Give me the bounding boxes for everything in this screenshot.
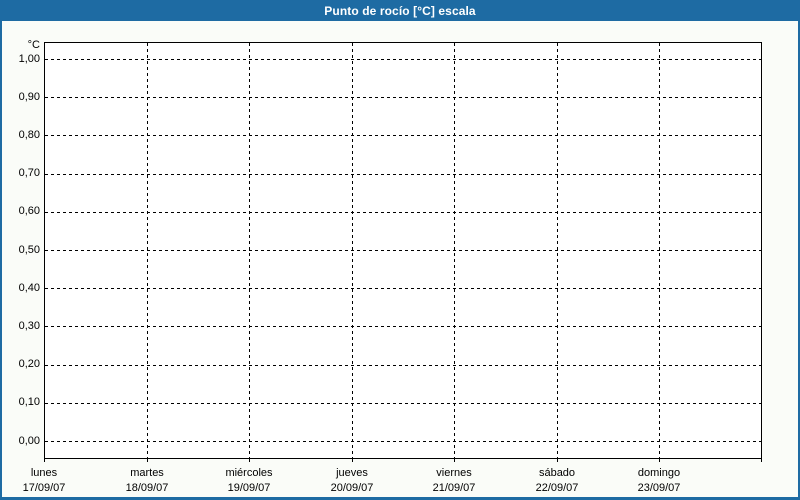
h-gridline bbox=[45, 212, 761, 213]
h-gridline bbox=[45, 288, 761, 289]
x-axis-tick bbox=[44, 458, 45, 462]
x-axis-tick bbox=[761, 458, 762, 462]
window-title: Punto de rocío [°C] escala bbox=[324, 3, 476, 18]
y-axis-unit-label: °C bbox=[27, 39, 40, 51]
y-tick-label: 0,10 bbox=[18, 396, 40, 408]
h-gridline bbox=[45, 403, 761, 404]
v-gridline bbox=[352, 43, 353, 458]
x-tick-date-label: 21/09/07 bbox=[432, 482, 476, 494]
h-gridline bbox=[45, 250, 761, 251]
y-tick-label: 1,00 bbox=[18, 53, 40, 65]
y-tick-label: 0,00 bbox=[18, 435, 40, 447]
y-tick-label: 0,30 bbox=[18, 320, 40, 332]
h-gridline bbox=[45, 97, 761, 98]
x-axis-tick bbox=[659, 458, 660, 462]
x-tick-date-label: 20/09/07 bbox=[330, 482, 374, 494]
v-gridline bbox=[454, 43, 455, 458]
y-tick-label: 0,80 bbox=[18, 129, 40, 141]
x-tick-date-label: 18/09/07 bbox=[125, 482, 169, 494]
x-axis-tick bbox=[454, 458, 455, 462]
x-tick-day-label: miércoles bbox=[225, 467, 273, 479]
y-tick-label: 0,20 bbox=[18, 358, 40, 370]
v-gridline bbox=[249, 43, 250, 458]
v-gridline bbox=[147, 43, 148, 458]
y-tick-label: 0,40 bbox=[18, 282, 40, 294]
h-gridline bbox=[45, 441, 761, 442]
x-axis-tick bbox=[249, 458, 250, 462]
h-gridline bbox=[45, 135, 761, 136]
x-tick-day-label: viernes bbox=[436, 467, 472, 479]
x-tick-date-label: 23/09/07 bbox=[637, 482, 681, 494]
y-tick-label: 0,70 bbox=[18, 167, 40, 179]
x-tick-date-label: 22/09/07 bbox=[535, 482, 579, 494]
x-tick-day-label: lunes bbox=[30, 467, 58, 479]
x-axis-tick bbox=[147, 458, 148, 462]
title-bar: Punto de rocío [°C] escala bbox=[2, 0, 798, 21]
x-tick-day-label: sábado bbox=[538, 467, 576, 479]
y-tick-label: 0,60 bbox=[18, 205, 40, 217]
v-gridline bbox=[659, 43, 660, 458]
h-gridline bbox=[45, 174, 761, 175]
x-tick-day-label: martes bbox=[130, 467, 164, 479]
y-tick-label: 0,50 bbox=[18, 244, 40, 256]
h-gridline bbox=[45, 59, 761, 60]
v-gridline bbox=[557, 43, 558, 458]
h-gridline bbox=[45, 365, 761, 366]
h-gridline bbox=[45, 326, 761, 327]
x-tick-date-label: 17/09/07 bbox=[22, 482, 66, 494]
x-tick-date-label: 19/09/07 bbox=[227, 482, 271, 494]
x-axis-tick bbox=[352, 458, 353, 462]
x-tick-day-label: domingo bbox=[637, 467, 681, 479]
x-tick-day-label: jueves bbox=[336, 467, 368, 479]
y-tick-label: 0,90 bbox=[18, 91, 40, 103]
x-axis-tick bbox=[557, 458, 558, 462]
